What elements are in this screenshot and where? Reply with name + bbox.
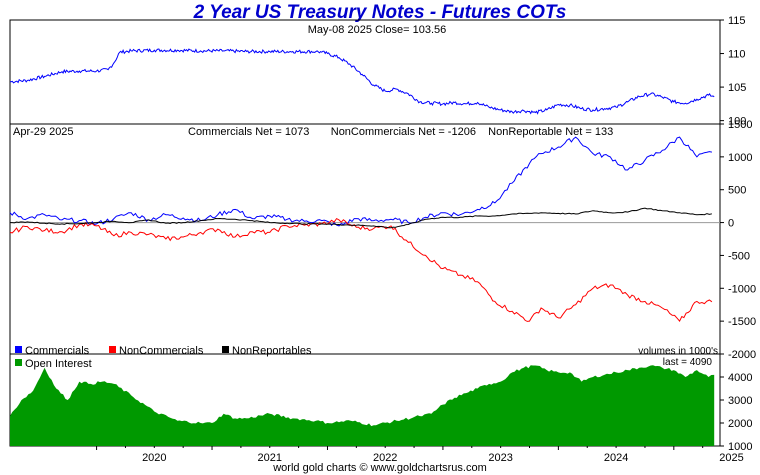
x-tick-label: 2024 bbox=[604, 452, 628, 464]
open-interest-area bbox=[10, 365, 715, 446]
footer-credit: world gold charts © www.goldchartsrus.co… bbox=[273, 462, 487, 474]
oi-y-tick-label: 3000 bbox=[728, 395, 752, 407]
net-y-tick-label: 0 bbox=[728, 218, 734, 230]
volume-note: volumes in 1000's bbox=[638, 346, 718, 357]
price-y-tick-label: 110 bbox=[728, 49, 746, 61]
price-y-tick-label: 115 bbox=[728, 15, 746, 27]
oi-y-tick-label: 1000 bbox=[728, 441, 752, 453]
net-y-tick-label: -2000 bbox=[728, 349, 756, 361]
legend-label-nonreportables: NonReportables bbox=[232, 345, 312, 357]
net-y-tick-label: 1500 bbox=[728, 119, 752, 131]
price-header: May-08 2025 Close= 103.56 bbox=[308, 24, 447, 36]
price-y-tick-label: 105 bbox=[728, 82, 746, 94]
oi-y-tick-label: 4000 bbox=[728, 372, 752, 384]
x-tick-label: 2025 bbox=[719, 452, 743, 464]
net-panel-frame bbox=[9, 123, 721, 355]
legend-swatch-nonreportables bbox=[222, 346, 229, 353]
x-tick-label: 2021 bbox=[258, 452, 282, 464]
x-tick-label: 2023 bbox=[488, 452, 512, 464]
legend-label-open-interest: Open Interest bbox=[25, 358, 92, 370]
price-y-tick-label: 100 bbox=[728, 116, 746, 128]
net-y-tick-label: 500 bbox=[728, 185, 746, 197]
net-y-tick-label: -1000 bbox=[728, 283, 756, 295]
legend-label-commercials: Commercials bbox=[25, 345, 90, 357]
legend-label-noncommercials: NonCommercials bbox=[119, 345, 204, 357]
oi-last-label: last = 4090 bbox=[663, 357, 713, 368]
legend-swatch-open-interest bbox=[15, 359, 22, 366]
chart-title: 2 Year US Treasury Notes - Futures COTs bbox=[193, 2, 567, 23]
x-tick-label: 2020 bbox=[142, 452, 166, 464]
net-y-tick-label: -500 bbox=[728, 250, 750, 262]
oi-y-tick-label: 2000 bbox=[728, 418, 752, 430]
nonreportables-line bbox=[10, 207, 713, 229]
chart-marks: 100 105 110 115 -2000 -1500 -1000 -500 0 500 1000 1… bbox=[9, 15, 756, 464]
commercials-line bbox=[9, 136, 712, 227]
net-legend: Commercials NonCommercials NonReportable… bbox=[15, 345, 312, 357]
price-line bbox=[10, 48, 715, 115]
net-y-tick-label: 1000 bbox=[728, 152, 752, 164]
noncommercials-line bbox=[9, 217, 713, 323]
legend-swatch-commercials bbox=[15, 346, 22, 353]
legend-swatch-noncommercials bbox=[109, 346, 116, 353]
net-date-label: Apr-29 2025 bbox=[13, 126, 74, 138]
x-tick-label: 2022 bbox=[373, 452, 397, 464]
net-y-tick-label: -1500 bbox=[728, 316, 756, 328]
net-header: Commercials Net = 1073 NonCommercials Ne… bbox=[188, 126, 613, 138]
